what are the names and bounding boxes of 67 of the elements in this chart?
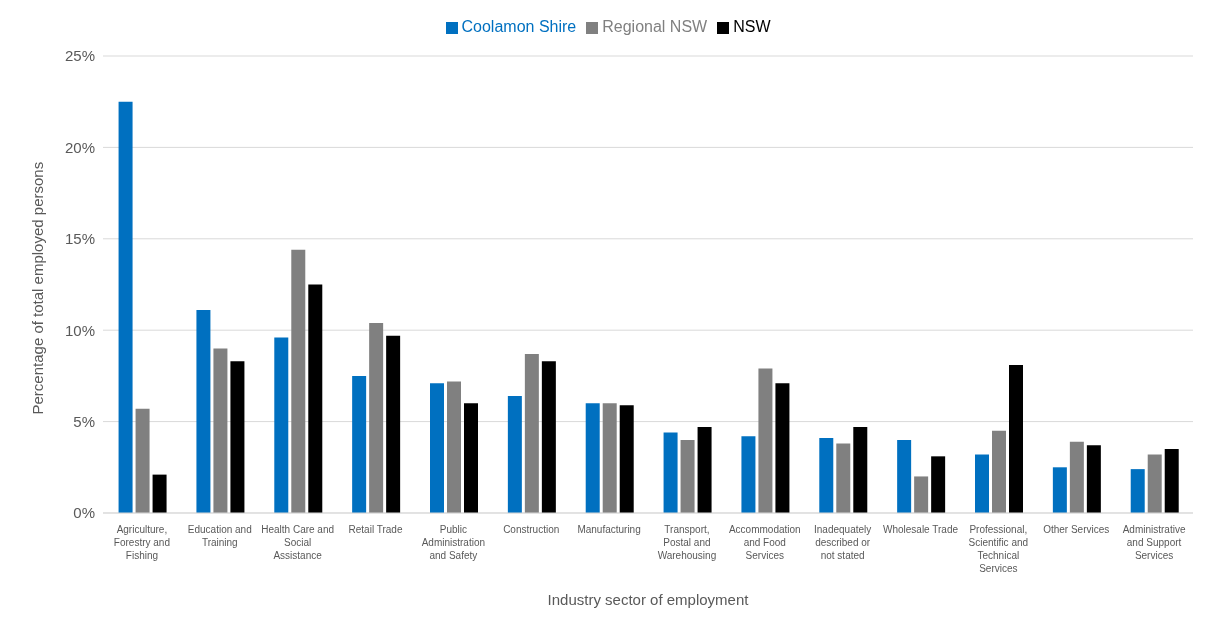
- legend-label: Coolamon Shire: [461, 18, 577, 35]
- x-axis-title: Industry sector of employment: [547, 591, 750, 608]
- x-tick-label: Health Care and Social Assistance: [261, 524, 335, 561]
- bar: [741, 436, 756, 513]
- bar: [819, 438, 834, 513]
- y-tick-label: 0%: [73, 504, 95, 522]
- bar: [308, 284, 323, 513]
- x-tick-label: Agriculture, Forestry and Fishing: [113, 524, 170, 561]
- bar: [291, 249, 306, 513]
- y-tick-label: 15%: [64, 230, 95, 248]
- bar: [152, 474, 167, 513]
- bar: [619, 405, 634, 513]
- x-tick-label: Construction: [503, 524, 560, 535]
- x-tick-label: Other Services: [1043, 524, 1110, 535]
- bar: [1069, 441, 1084, 513]
- bar: [135, 408, 150, 513]
- bar: [352, 375, 367, 513]
- bar: [541, 361, 556, 513]
- bar: [1009, 364, 1023, 513]
- bar: [213, 348, 228, 513]
- x-tick-label: Public Administration and Safety: [421, 524, 486, 561]
- bar: [430, 383, 444, 513]
- x-tick-label: Education and Training: [187, 524, 252, 548]
- bar: [507, 396, 522, 513]
- y-tick-label: 20%: [64, 138, 95, 156]
- y-tick-label: 10%: [64, 321, 95, 339]
- legend-label: NSW: [733, 18, 771, 35]
- bar: [524, 353, 539, 513]
- y-axis-title: Percentage of total employed persons: [29, 161, 47, 415]
- bar: [1086, 445, 1101, 513]
- bar: [1130, 469, 1145, 513]
- bar: [118, 101, 133, 513]
- x-tick-label: Accommodation and Food Services: [728, 524, 801, 561]
- x-tick-label: Retail Trade: [348, 524, 403, 535]
- bar: [230, 361, 245, 513]
- bar: [196, 310, 211, 513]
- x-tick-label: Transport, Postal and Warehousing: [657, 524, 717, 561]
- bar: [274, 337, 289, 513]
- bar: [663, 432, 678, 513]
- bar: [386, 335, 401, 513]
- x-tick-label: Inadequately described or not stated: [814, 524, 872, 561]
- bar: [914, 476, 929, 513]
- bar: [585, 403, 600, 513]
- bar: [931, 456, 946, 513]
- x-tick-label: Wholesale Trade: [882, 524, 959, 535]
- y-tick-label: 5%: [73, 412, 95, 430]
- x-tick-label: Administrative and Support Services: [1122, 524, 1186, 561]
- bar: [775, 383, 790, 513]
- bar: [464, 403, 478, 513]
- bar: [897, 439, 912, 513]
- bar: [369, 322, 384, 513]
- bar: [992, 430, 1006, 513]
- bar: [1147, 454, 1162, 513]
- bar: [758, 368, 773, 513]
- bar: [836, 443, 851, 513]
- x-tick-label: Manufacturing: [577, 524, 641, 535]
- y-tick-label: 25%: [64, 47, 95, 65]
- bar: [1052, 467, 1067, 513]
- bar: [602, 403, 617, 513]
- bar: [697, 427, 712, 513]
- bar: [1164, 449, 1179, 513]
- bar: [853, 427, 868, 513]
- bar: [447, 381, 461, 513]
- bar: [680, 439, 695, 513]
- bar: [975, 454, 989, 513]
- legend-label: Regional NSW: [602, 18, 708, 35]
- x-tick-label: Professional, Scientific and Technical Services: [968, 524, 1029, 574]
